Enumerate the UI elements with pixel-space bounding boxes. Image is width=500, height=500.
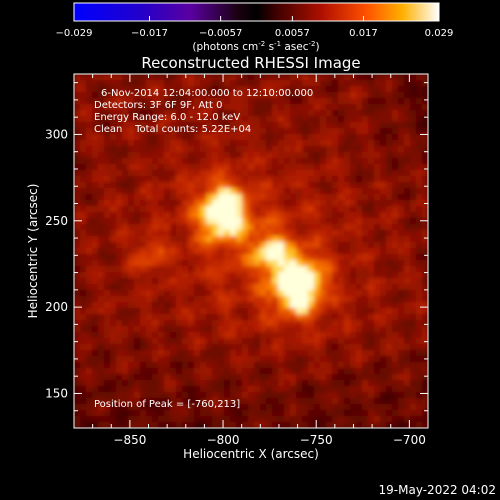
colorbar-tick-label: 0.029 xyxy=(425,28,454,39)
x-tick-label: −800 xyxy=(207,433,240,447)
info-detectors: Detectors: 3F 6F 9F, Att 0 xyxy=(94,100,222,111)
info-clean-counts: Clean Total counts: 5.22E+04 xyxy=(94,124,251,135)
y-tick-label: 200 xyxy=(45,300,68,314)
x-tick-label: −700 xyxy=(393,433,426,447)
x-axis: −850 −800 −750 −700 xyxy=(73,74,429,447)
y-axis-title: Heliocentric Y (arcsec) xyxy=(26,184,40,319)
x-axis-title: Heliocentric X (arcsec) xyxy=(183,447,319,461)
y-tick-label: 150 xyxy=(45,386,68,400)
heatmap-image xyxy=(74,74,428,428)
info-time-range: 6-Nov-2014 12:04:00.000 to 12:10:00.000 xyxy=(101,88,313,99)
colorbar-tick-label: 0.0057 xyxy=(275,28,310,39)
y-tick-label: 250 xyxy=(45,214,68,228)
colorbar-tick-label: 0.017 xyxy=(349,28,378,39)
colorbar-ticks: −0.029 −0.017 −0.0057 0.0057 0.017 0.029 xyxy=(55,16,453,39)
colorbar-gradient xyxy=(73,2,440,22)
plot-frame xyxy=(73,73,429,429)
x-tick-label: −850 xyxy=(113,433,146,447)
colorbar-tick-label: −0.0057 xyxy=(199,28,242,39)
observation-info: 6-Nov-2014 12:04:00.000 to 12:10:00.000 … xyxy=(94,88,313,135)
timestamp: 19-May-2022 04:02 xyxy=(379,483,496,497)
chart-title: Reconstructed RHESSI Image xyxy=(141,54,360,72)
colorbar-tick-label: −0.029 xyxy=(55,28,92,39)
info-energy-range: Energy Range: 6.0 - 12.0 keV xyxy=(94,112,240,123)
colorbar: −0.029 −0.017 −0.0057 0.0057 0.017 0.029 (pho… xyxy=(55,2,453,53)
colorbar-unit-label: (photons cm-2 s-1 asec-2) xyxy=(192,40,319,53)
x-tick-label: −750 xyxy=(300,433,333,447)
peak-position-label: Position of Peak = [-760,213] xyxy=(94,399,240,410)
colorbar-tick-label: −0.017 xyxy=(131,28,168,39)
y-tick-label: 300 xyxy=(45,127,68,141)
y-axis: 150 200 250 300 xyxy=(45,82,428,429)
